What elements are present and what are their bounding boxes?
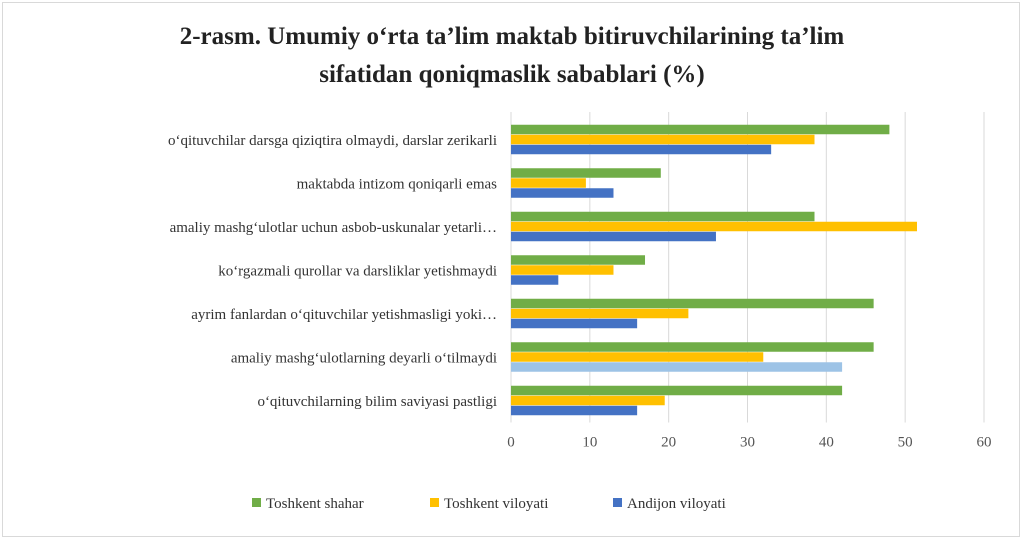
x-tick-label: 60 <box>977 435 992 451</box>
bar-1-2 <box>511 168 661 178</box>
x-tick-label: 10 <box>582 435 597 451</box>
bar-1-4 <box>511 255 646 265</box>
category-label: ayrim fanlardan o‘qituvchilar yetishmasl… <box>191 307 497 323</box>
category-label: ko‘rgazmali qurollar va darsliklar yetis… <box>218 263 497 279</box>
legend-swatch <box>252 498 261 507</box>
bar-3-6 <box>511 362 843 372</box>
category-label: amaliy mashg‘ulotlar uchun asbob-uskunal… <box>170 220 497 236</box>
bar-chart: 2-rasm. Umumiy o‘rta ta’lim maktab bitir… <box>168 23 992 512</box>
bar-1-7 <box>511 385 843 396</box>
bar-2-1 <box>511 134 815 145</box>
legend-swatch <box>430 498 439 507</box>
bar-1-6 <box>511 342 874 352</box>
bar-2-3 <box>511 221 917 232</box>
bar-1-3 <box>511 211 815 222</box>
bar-2-7 <box>511 395 665 406</box>
bar-3-4 <box>511 275 559 285</box>
bar-3-1 <box>511 144 772 155</box>
legend-swatch <box>613 498 622 507</box>
bar-1-1 <box>511 124 890 135</box>
bar-2-6 <box>511 352 764 362</box>
bar-2-4 <box>511 265 614 275</box>
x-tick-label: 0 <box>507 435 515 451</box>
bar-1-5 <box>511 298 874 309</box>
bar-3-5 <box>511 318 638 329</box>
bar-2-2 <box>511 178 586 188</box>
chart-title-line-2: sifatidan qoniqmaslik sabablari (%) <box>319 61 705 88</box>
chart-frame: 2-rasm. Umumiy o‘rta ta’lim maktab bitir… <box>2 2 1020 537</box>
legend-label: Andijon viloyati <box>627 496 726 512</box>
chart-title-line-1: 2-rasm. Umumiy o‘rta ta’lim maktab bitir… <box>180 23 845 50</box>
x-tick-label: 40 <box>819 435 834 451</box>
x-tick-label: 20 <box>661 435 676 451</box>
bar-2-5 <box>511 308 689 319</box>
category-label: amaliy mashg‘ulotlarning deyarli o‘tilma… <box>231 350 497 366</box>
x-tick-label: 50 <box>898 435 913 451</box>
category-label: maktabda intizom qoniqarli emas <box>297 176 498 192</box>
bar-3-2 <box>511 188 614 198</box>
legend-label: Toshkent shahar <box>266 496 364 512</box>
bar-3-7 <box>511 405 638 416</box>
category-label: o‘qituvchilar darsga qiziqtira olmaydi, … <box>168 133 497 149</box>
legend-label: Toshkent viloyati <box>444 496 548 512</box>
category-label: o‘qituvchilarning bilim saviyasi pastlig… <box>257 394 497 410</box>
bar-3-3 <box>511 231 716 242</box>
x-tick-label: 30 <box>740 435 755 451</box>
